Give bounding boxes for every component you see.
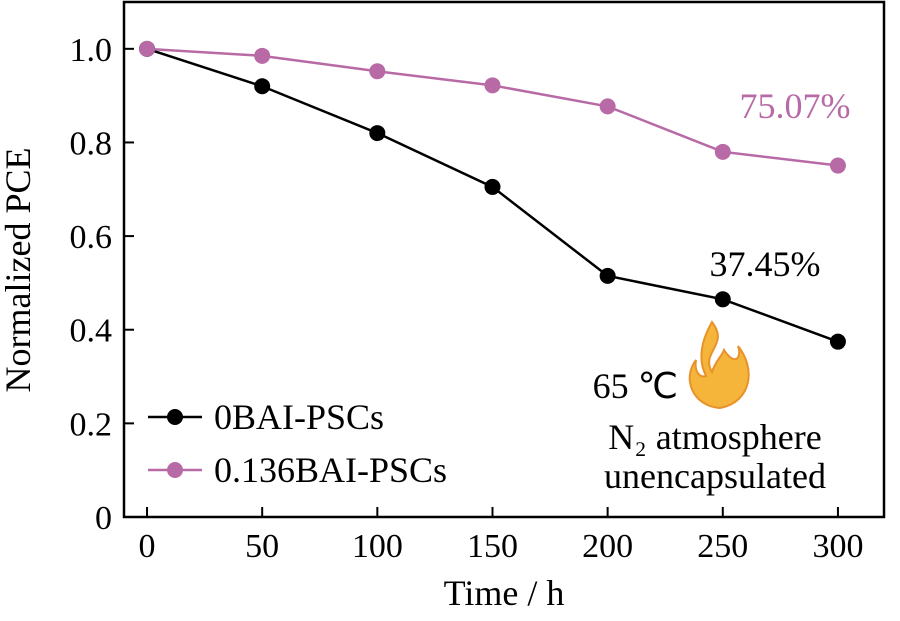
x-tick-label: 300 xyxy=(812,528,863,565)
data-point xyxy=(599,98,616,115)
data-point xyxy=(254,78,271,95)
x-tick-label: 250 xyxy=(697,528,748,565)
data-point xyxy=(714,291,731,308)
series-line xyxy=(146,47,839,167)
x-tick-label: 100 xyxy=(352,528,403,565)
y-tick-label: 0.8 xyxy=(70,125,113,162)
legend-label: 0.136BAI-PSCs xyxy=(214,450,447,490)
x-axis-label: Time / h xyxy=(444,573,565,613)
plot-frame xyxy=(122,0,886,519)
data-point xyxy=(714,143,731,160)
data-point xyxy=(369,63,386,80)
legend-marker xyxy=(167,409,183,425)
data-point xyxy=(484,178,501,195)
data-point xyxy=(484,77,501,94)
y-tick-label: 0.6 xyxy=(70,219,113,256)
data-point xyxy=(829,157,846,174)
legend-marker xyxy=(167,462,183,478)
data-point xyxy=(139,40,156,57)
annotation: 37.45% xyxy=(710,244,821,284)
data-point xyxy=(369,125,386,142)
x-tick-label: 0 xyxy=(139,528,156,565)
flame-icon xyxy=(688,320,750,410)
y-tick-label: 0 xyxy=(95,500,112,537)
data-point xyxy=(254,47,271,64)
legend-label: 0BAI-PSCs xyxy=(214,397,384,437)
y-tick-label: 1.0 xyxy=(70,32,113,69)
y-tick-label: 0.2 xyxy=(70,406,113,443)
y-tick-label: 0.4 xyxy=(70,313,113,350)
x-tick-label: 200 xyxy=(582,528,633,565)
x-tick-label: 150 xyxy=(467,528,518,565)
y-axis-label: Normalized PCE xyxy=(0,148,38,393)
x-tick-label: 50 xyxy=(245,528,279,565)
annotation: 65 ℃ xyxy=(593,366,678,406)
data-point xyxy=(829,333,846,350)
annotation: N₂ atmosphere xyxy=(608,417,822,457)
annotation: 75.07% xyxy=(740,86,851,126)
data-point xyxy=(599,267,616,284)
annotation: unencapsulated xyxy=(604,456,826,496)
